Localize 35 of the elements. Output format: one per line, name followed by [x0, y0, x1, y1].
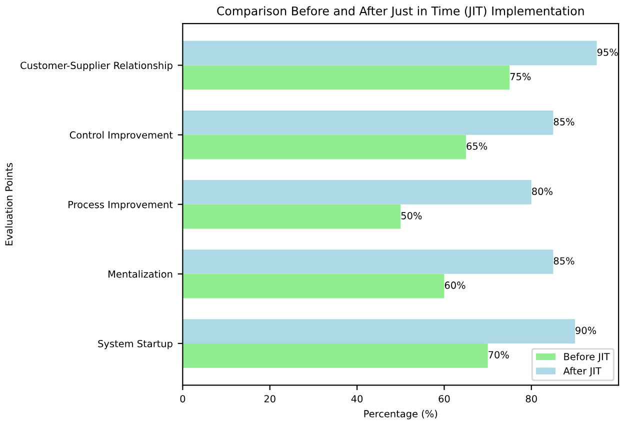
- bar: [182, 134, 466, 160]
- y-tick-label: Process Improvement: [68, 200, 173, 210]
- bar: [182, 274, 444, 298]
- x-tick-label: 80: [526, 395, 537, 402]
- data-label: 60%: [444, 282, 466, 289]
- y-tick-label: Customer-Supplier Relationship: [20, 62, 172, 71]
- x-tick-label: 0: [180, 395, 186, 402]
- data-label: 95%: [597, 48, 618, 56]
- chart-title: Comparison Before and After Just in Time (JIT) Implementation: [217, 6, 584, 18]
- data-label: 90%: [576, 326, 596, 334]
- x-axis-title: Percentage (%): [364, 410, 438, 420]
- data-label: 85%: [554, 118, 574, 126]
- data-label: 80%: [532, 188, 552, 196]
- bar: [182, 250, 554, 274]
- y-tick-label: Mentalization: [108, 270, 172, 278]
- data-label: 50%: [401, 212, 422, 220]
- bar: [182, 204, 401, 229]
- bar: [182, 110, 554, 135]
- y-tick-label: Control Improvement: [70, 131, 173, 141]
- legend-label: After JIT: [563, 367, 602, 376]
- x-tick-label: 20: [264, 395, 276, 402]
- data-label: 65%: [466, 142, 488, 150]
- legend-label: Before JIT: [564, 352, 610, 362]
- data-label: 85%: [554, 257, 574, 265]
- bar: [182, 65, 510, 90]
- x-tick-label: 40: [351, 395, 363, 402]
- bar: [182, 343, 488, 368]
- bar: [182, 180, 532, 204]
- bar: [182, 40, 597, 66]
- data-label: 75%: [510, 72, 531, 80]
- bar: [182, 319, 575, 344]
- data-label: 70%: [488, 351, 509, 358]
- y-tick-label: System Startup: [98, 340, 172, 350]
- y-axis-title: Evaluation Points: [5, 163, 13, 246]
- x-tick-label: 60: [438, 395, 450, 402]
